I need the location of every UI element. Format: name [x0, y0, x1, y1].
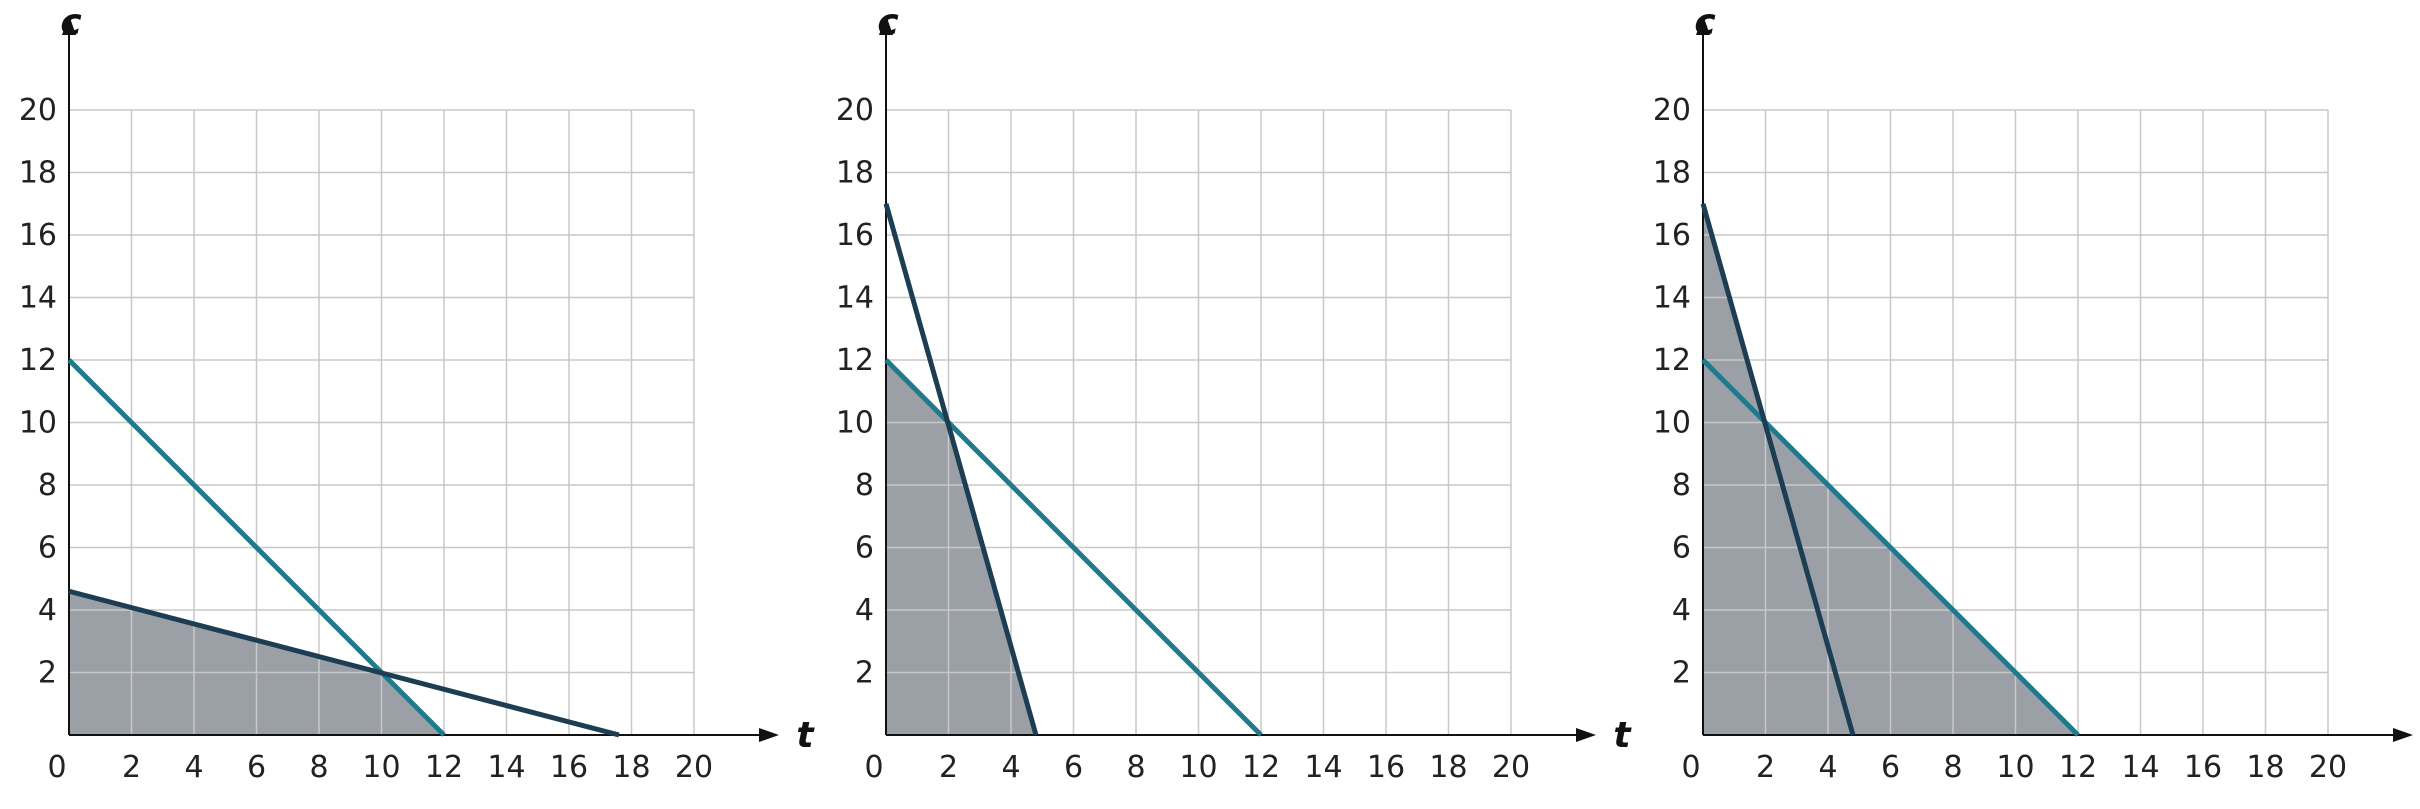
x-tick-label: 2 — [122, 750, 141, 785]
x-tick-label: 16 — [1367, 750, 1405, 785]
x-axis-arrow-icon — [1576, 728, 1596, 742]
y-tick-label: 20 — [1653, 93, 1691, 128]
x-tick-label: 10 — [362, 750, 400, 785]
y-axis-label: c — [877, 2, 898, 43]
series-line-2 — [883, 203, 1039, 736]
x-tick-label: 4 — [1001, 750, 1020, 785]
shaded-region — [1703, 203, 2078, 735]
x-tick-label: 8 — [1126, 750, 1145, 785]
y-axis-arrow-icon — [1696, 15, 1710, 35]
x-tick-label: 2 — [1756, 750, 1775, 785]
x-tick-label: 0 — [864, 750, 883, 785]
chart-panel-2: 0 2 4 6 8 10 12 14 16 18 20 2 4 6 8 10 12 14 16 18 20 t c — [836, 2, 1633, 785]
y-tick-label: 4 — [38, 593, 57, 628]
y-tick-label: 14 — [836, 281, 874, 316]
series-line-2 — [68, 588, 620, 738]
x-tick-label: 20 — [1492, 750, 1530, 785]
x-tick-label: 8 — [309, 750, 328, 785]
y-tick-label: 10 — [19, 406, 57, 441]
x-tick-label: 6 — [247, 750, 266, 785]
x-tick-label: 14 — [1304, 750, 1342, 785]
y-tick-label: 18 — [836, 156, 874, 191]
x-tick-label: 0 — [47, 750, 66, 785]
x-tick-label: 10 — [1996, 750, 2034, 785]
x-tick-label: 4 — [1818, 750, 1837, 785]
y-tick-label: 8 — [1672, 468, 1691, 503]
x-tick-label: 10 — [1179, 750, 1217, 785]
y-tick-label: 16 — [19, 218, 57, 253]
y-tick-label: 14 — [19, 281, 57, 316]
x-tick-label: 16 — [2184, 750, 2222, 785]
y-tick-label: 6 — [855, 531, 874, 566]
x-tick-label: 18 — [2246, 750, 2284, 785]
x-tick-label: 2 — [939, 750, 958, 785]
y-tick-label: 2 — [38, 656, 57, 691]
y-axis-label: c — [60, 2, 81, 43]
x-tick-label: 12 — [425, 750, 463, 785]
series-line-2 — [1700, 203, 1856, 736]
y-axis-arrow-icon — [62, 15, 76, 35]
x-axis-arrow-icon — [2393, 728, 2413, 742]
y-tick-label: 18 — [19, 156, 57, 191]
y-tick-label: 2 — [1672, 656, 1691, 691]
x-tick-label: 8 — [1943, 750, 1962, 785]
y-tick-label: 10 — [836, 406, 874, 441]
y-tick-label: 6 — [1672, 531, 1691, 566]
y-tick-label: 12 — [19, 343, 57, 378]
y-tick-label: 8 — [38, 468, 57, 503]
y-tick-label: 18 — [1653, 156, 1691, 191]
x-axis-arrow-icon — [759, 728, 779, 742]
chart-panel-1: 0 2 4 6 8 10 12 14 16 18 20 2 4 6 8 10 12 14 16 18 20 t c — [19, 2, 816, 785]
x-tick-label: 12 — [2059, 750, 2097, 785]
x-tick-label: 0 — [1681, 750, 1700, 785]
y-tick-label: 12 — [836, 343, 874, 378]
y-tick-label: 16 — [836, 218, 874, 253]
y-axis-arrow-icon — [879, 15, 893, 35]
y-tick-label: 16 — [1653, 218, 1691, 253]
x-tick-label: 18 — [1429, 750, 1467, 785]
x-tick-label: 18 — [612, 750, 650, 785]
x-axis-label: t — [1613, 715, 1632, 756]
y-tick-label: 14 — [1653, 281, 1691, 316]
y-tick-label: 12 — [1653, 343, 1691, 378]
y-tick-label: 2 — [855, 656, 874, 691]
y-tick-label: 10 — [1653, 406, 1691, 441]
x-tick-label: 12 — [1242, 750, 1280, 785]
x-tick-label: 6 — [1881, 750, 1900, 785]
x-tick-label: 14 — [2121, 750, 2159, 785]
y-tick-label: 4 — [855, 593, 874, 628]
x-tick-label: 4 — [184, 750, 203, 785]
x-tick-label: 16 — [550, 750, 588, 785]
x-tick-label: 6 — [1064, 750, 1083, 785]
x-tick-label: 20 — [675, 750, 713, 785]
y-tick-label: 20 — [836, 93, 874, 128]
y-tick-label: 8 — [855, 468, 874, 503]
x-tick-label: 20 — [2309, 750, 2347, 785]
y-tick-label: 4 — [1672, 593, 1691, 628]
x-axis-label: t — [796, 715, 815, 756]
y-axis-label: c — [1694, 2, 1715, 43]
y-tick-label: 6 — [38, 531, 57, 566]
x-tick-label: 14 — [487, 750, 525, 785]
y-tick-label: 20 — [19, 93, 57, 128]
